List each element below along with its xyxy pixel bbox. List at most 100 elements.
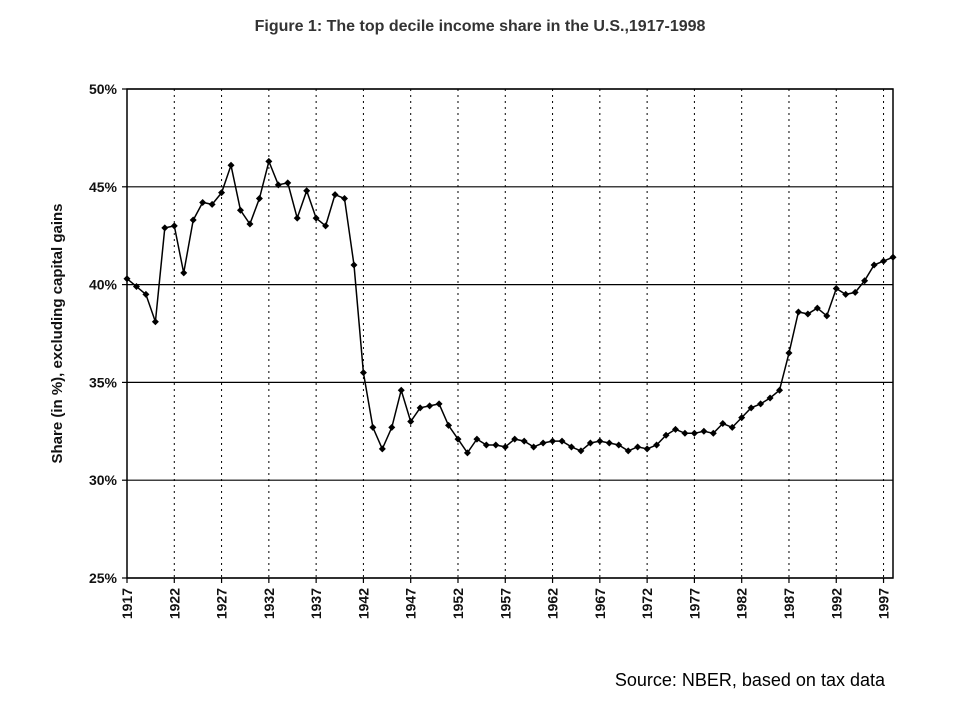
data-point	[265, 157, 273, 165]
data-point	[388, 423, 396, 431]
data-point	[785, 349, 793, 357]
data-point	[813, 304, 821, 312]
data-point	[615, 441, 623, 449]
data-point	[870, 261, 878, 269]
data-point	[350, 261, 358, 269]
x-tick-label: 1932	[261, 588, 277, 619]
data-point	[577, 447, 585, 455]
data-point	[605, 439, 613, 447]
data-point	[823, 312, 831, 320]
x-tick-label: 1922	[166, 588, 182, 619]
x-tick-label: 1947	[403, 588, 419, 619]
x-tick-label: 1942	[355, 588, 371, 619]
y-tick-label: 45%	[89, 179, 118, 195]
data-point	[690, 429, 698, 437]
data-point	[132, 283, 140, 291]
data-point	[123, 275, 131, 283]
data-point	[634, 443, 642, 451]
data-point	[671, 425, 679, 433]
data-point	[700, 427, 708, 435]
x-tick-label: 1917	[119, 588, 135, 619]
data-point	[463, 449, 471, 457]
data-point	[236, 206, 244, 214]
data-point	[662, 431, 670, 439]
data-point	[341, 195, 349, 203]
series-line	[126, 158, 894, 455]
data-point	[142, 290, 150, 298]
data-point	[511, 435, 519, 443]
data-point	[170, 222, 178, 230]
data-point	[567, 443, 575, 451]
data-point	[530, 443, 538, 451]
data-point	[322, 222, 330, 230]
data-point	[293, 214, 301, 222]
data-point	[832, 285, 840, 293]
source-note: Source: NBER, based on tax data	[614, 670, 885, 690]
data-point	[794, 308, 802, 316]
x-tick-label: 1992	[828, 588, 844, 619]
data-point	[624, 447, 632, 455]
data-point	[804, 310, 812, 318]
data-point	[161, 224, 169, 232]
data-point	[766, 394, 774, 402]
data-point	[596, 437, 604, 445]
x-tick-label: 1982	[734, 588, 750, 619]
data-point	[549, 437, 557, 445]
data-point	[312, 214, 320, 222]
data-point	[842, 290, 850, 298]
x-tick-label: 1977	[686, 588, 702, 619]
data-point	[378, 445, 386, 453]
y-tick-label: 25%	[89, 570, 118, 586]
data-point	[709, 429, 717, 437]
data-point	[227, 161, 235, 169]
data-point	[520, 437, 528, 445]
y-axis-label: Share (in %), excluding capital gains	[49, 203, 66, 463]
data-point	[861, 277, 869, 285]
data-point	[255, 195, 263, 203]
data-point	[851, 288, 859, 296]
data-point	[303, 187, 311, 195]
data-point	[284, 179, 292, 187]
data-point	[426, 402, 434, 410]
y-tick-label: 35%	[89, 374, 118, 390]
data-point	[482, 441, 490, 449]
data-point	[407, 418, 415, 426]
data-point	[757, 400, 765, 408]
data-point	[776, 386, 784, 394]
x-tick-label: 1957	[497, 588, 513, 619]
data-point	[180, 269, 188, 277]
data-point	[208, 200, 216, 208]
data-point	[445, 421, 453, 429]
x-tick-label: 1952	[450, 588, 466, 619]
data-point	[416, 404, 424, 412]
chart-title: Figure 1: The top decile income share in…	[254, 18, 706, 35]
data-point	[199, 198, 207, 206]
data-point	[501, 443, 509, 451]
data-point	[397, 386, 405, 394]
data-point	[435, 400, 443, 408]
data-point	[274, 181, 282, 189]
x-tick-label: 1967	[592, 588, 608, 619]
data-point	[653, 441, 661, 449]
x-tick-label: 1937	[308, 588, 324, 619]
data-point	[151, 318, 159, 326]
x-tick-label: 1972	[639, 588, 655, 619]
data-point	[643, 445, 651, 453]
data-point	[889, 253, 897, 261]
data-point	[586, 439, 594, 447]
data-point	[473, 435, 481, 443]
x-tick-label: 1997	[876, 588, 892, 619]
y-tick-label: 30%	[89, 472, 118, 488]
data-point	[454, 435, 462, 443]
x-tick-label: 1987	[781, 588, 797, 619]
data-point	[747, 404, 755, 412]
data-point	[369, 423, 377, 431]
data-point	[728, 423, 736, 431]
data-point	[738, 414, 746, 422]
data-point	[539, 439, 547, 447]
data-point	[719, 419, 727, 427]
data-point	[558, 437, 566, 445]
y-tick-label: 40%	[89, 277, 118, 293]
data-point	[880, 257, 888, 265]
